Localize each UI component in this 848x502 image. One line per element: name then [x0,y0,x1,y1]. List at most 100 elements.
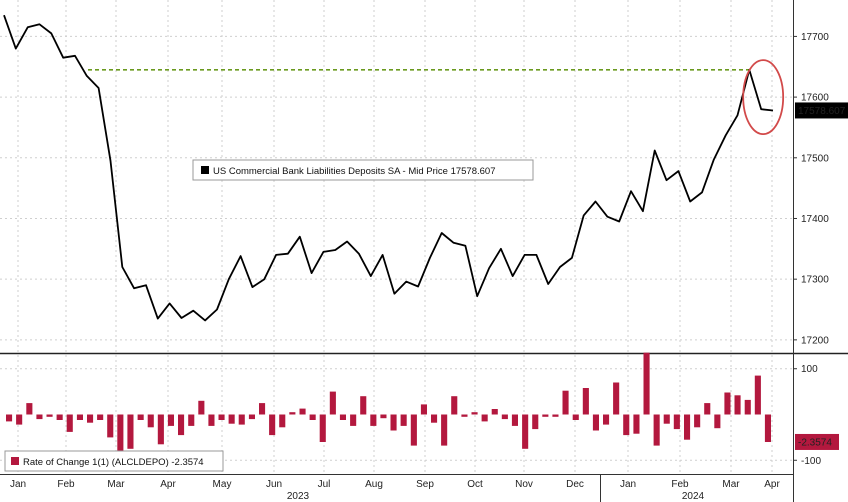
roc-bar [694,414,701,428]
roc-bar [16,414,23,425]
roc-bar [167,414,174,426]
y-tick-label: -100 [801,456,821,467]
roc-bar [208,414,215,426]
roc-bar [471,412,478,415]
roc-bar [572,414,579,420]
roc-bar [157,414,164,445]
roc-bar [461,414,468,417]
x-month-label: Feb [57,479,75,490]
roc-bar [117,414,124,456]
y-tick-label: 17200 [801,335,829,346]
roc-bar [269,414,276,436]
roc-bar [350,414,357,426]
roc-bar [87,414,94,423]
x-month-label: Jun [266,479,282,490]
deposits-line [3,14,774,322]
bars-last-value-tag-box [795,433,839,450]
roc-bar [643,352,650,415]
last-value-tag: 17578.607 [795,102,848,119]
roc-bar [76,414,83,420]
roc-bar [36,414,43,420]
roc-bar [390,414,397,431]
roc-bar [633,414,640,434]
x-year-label: 2024 [682,491,705,502]
top-y-tick-labels: 17200 17300 17400 17500 17600 17700 [793,32,829,346]
roc-bar [97,414,104,420]
roc-bar [26,403,33,415]
roc-bar [127,414,134,449]
price-legend: US Commercial Bank Liabilities Deposits … [192,159,534,181]
roc-bar [198,400,205,415]
y-tick-label: 100 [801,364,818,375]
roc-bar [754,375,761,415]
roc-bar [238,414,245,425]
deposits-series-layer [3,14,774,322]
roc-bar [552,414,559,417]
y-tick-label: 17300 [801,275,829,286]
roc-bar [481,414,488,422]
roc-bar [724,392,731,415]
y-tick-label: 17500 [801,153,829,164]
bars-legend: Rate of Change 1(1) (ALCLDEPO) -2.3574 [4,450,224,472]
x-month-label: Oct [467,479,483,490]
bars-legend-swatch [11,457,19,465]
x-month-label: Jul [318,479,331,490]
roc-bar [6,414,13,422]
roc-bar [370,414,377,426]
roc-bar [66,414,73,432]
roc-bar [532,414,539,430]
y-tick-label: 17700 [801,32,829,43]
roc-bar [663,414,670,424]
bars-last-value-tag-text: -2.3574 [798,437,832,448]
roc-bar [522,414,529,449]
roc-bar [623,414,630,436]
x-month-label: Apr [764,479,780,490]
annotation-layer [742,59,785,136]
x-month-label: Feb [671,479,689,490]
roc-bar [107,414,114,438]
bars-legend-box [4,450,224,472]
roc-bar [764,414,771,442]
roc-bar [592,414,599,431]
x-month-label: Jan [10,479,26,490]
bars-last-value-tag: -2.3574 [795,433,839,450]
roc-bar [228,414,235,424]
roc-bar [360,396,367,415]
roc-bar [46,414,53,417]
price-legend-swatch [201,166,209,174]
x-month-label: Mar [722,479,740,490]
roc-bar [673,414,680,430]
roc-bar [744,399,751,415]
roc-bar [56,414,63,420]
roc-bar [289,412,296,415]
roc-bar [451,396,458,415]
roc-bar [734,395,741,415]
x-tick-labels: Jan Feb Mar Apr May Jun Jul Aug Sep Oct Nov Dec Jan F… [10,479,781,502]
roc-bar [279,414,286,428]
roc-bar [431,414,438,423]
rate-of-change-bars [6,352,771,456]
roc-bar [178,414,185,436]
roc-bar [582,388,589,415]
roc-bar [329,391,336,415]
roc-bar [603,414,610,425]
roc-bar [653,414,660,446]
x-month-label: Nov [515,479,533,490]
roc-bar [511,414,518,426]
roc-bar [339,414,346,420]
roc-bar [420,404,427,415]
roc-bar [299,408,306,415]
roc-bar [542,414,549,417]
price-legend-text: US Commercial Bank Liabilities Deposits … [213,166,496,177]
x-year-label: 2023 [287,491,310,502]
roc-bar [319,414,326,442]
roc-bar [188,414,195,426]
x-month-label: Aug [365,479,383,490]
roc-bar [137,414,144,420]
last-value-tag-box [795,102,848,119]
roc-bar [218,414,225,420]
roc-bar [400,414,407,426]
roc-bar [684,414,691,440]
roc-bar [501,414,508,420]
